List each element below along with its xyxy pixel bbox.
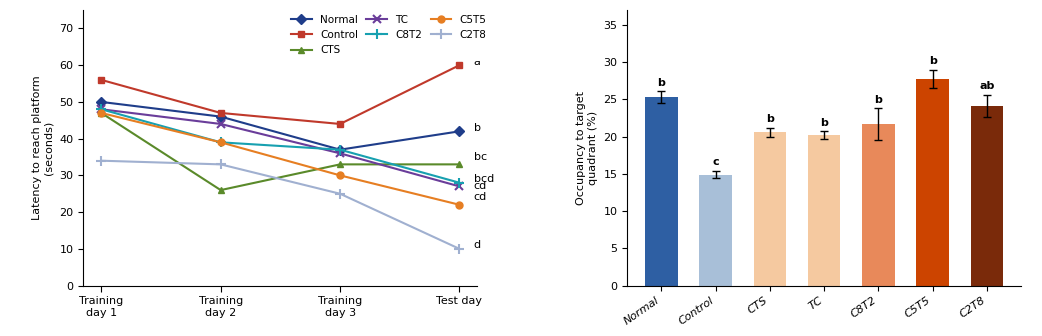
Bar [699, 175, 731, 286]
Text: b: b [474, 123, 480, 133]
Bar [916, 79, 949, 286]
Text: b: b [658, 78, 665, 87]
Y-axis label: Latency to reach platform
(seconds): Latency to reach platform (seconds) [32, 76, 54, 220]
Bar [862, 124, 895, 286]
Y-axis label: Occupancy to target
quadrant (%): Occupancy to target quadrant (%) [576, 91, 598, 205]
Text: bc: bc [474, 152, 487, 162]
Legend: Normal, Control, CTS, TC, C8T2, C5T5, C2T8: Normal, Control, CTS, TC, C8T2, C5T5, C2… [286, 10, 492, 60]
Text: c: c [713, 157, 719, 167]
Text: b: b [820, 118, 828, 128]
Bar [645, 97, 677, 286]
Bar [971, 106, 1003, 286]
Bar [753, 132, 786, 286]
Text: cd: cd [474, 193, 487, 202]
Text: cd: cd [474, 181, 487, 192]
Text: ab: ab [979, 81, 995, 91]
Bar [808, 135, 841, 286]
Text: a: a [474, 56, 480, 67]
Text: bcd: bcd [474, 174, 494, 184]
Text: d: d [474, 240, 481, 250]
Text: b: b [874, 95, 883, 104]
Text: b: b [928, 56, 937, 66]
Text: b: b [766, 114, 774, 124]
